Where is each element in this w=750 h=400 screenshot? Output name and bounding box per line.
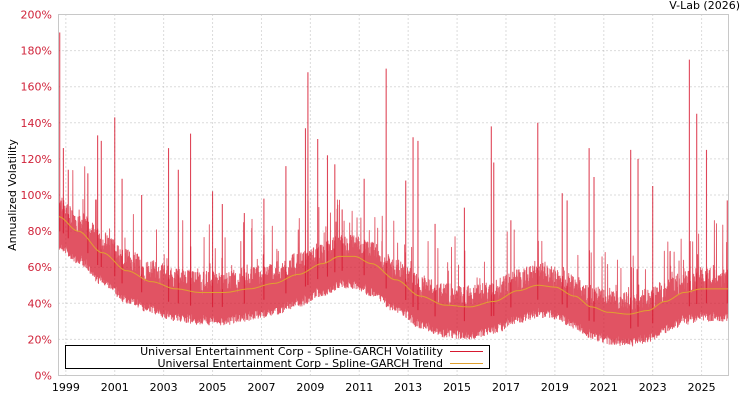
y-tick-label: 40% [28, 297, 52, 310]
y-tick-label: 20% [28, 333, 52, 346]
y-tick-label: 160% [21, 81, 52, 94]
x-tick-label: 1999 [52, 381, 80, 394]
x-tick-label: 2003 [150, 381, 178, 394]
legend: Universal Entertainment Corp - Spline-GA… [65, 345, 490, 370]
x-tick-label: 2015 [443, 381, 471, 394]
trend-series [58, 216, 729, 315]
y-tick-label: 60% [28, 261, 52, 274]
y-tick-label: 140% [21, 117, 52, 130]
x-tick-label: 2011 [345, 381, 373, 394]
x-tick-label: 2025 [688, 381, 716, 394]
x-axis-ticks: 1999 2001 2003 2005 2007 2009 2011 2013 2015 2017… [52, 381, 716, 394]
volatility-series [58, 32, 729, 347]
x-tick-label: 2023 [639, 381, 667, 394]
x-tick-label: 2019 [541, 381, 569, 394]
x-tick-label: 2017 [492, 381, 520, 394]
plot-frame [58, 14, 729, 376]
legend-label-volatility: Universal Entertainment Corp - Spline-GA… [140, 345, 443, 358]
y-axis-label: Annualized Volatility [6, 139, 19, 251]
y-axis-ticks: 0% 20% 40% 60% 80% 100% 120% 140% 160% 180% 200% [21, 9, 52, 383]
credit-text: V-Lab (2026) [669, 0, 740, 12]
legend-box [65, 345, 490, 369]
y-tick-label: 0% [35, 370, 52, 383]
y-tick-label: 80% [28, 225, 52, 238]
y-tick-label: 100% [21, 189, 52, 202]
x-tick-label: 2009 [296, 381, 324, 394]
x-tick-label: 2021 [590, 381, 618, 394]
y-tick-label: 120% [21, 153, 52, 166]
legend-label-trend: Universal Entertainment Corp - Spline-GA… [157, 357, 443, 370]
x-tick-label: 2013 [394, 381, 422, 394]
x-tick-label: 2007 [247, 381, 275, 394]
x-tick-label: 2001 [101, 381, 129, 394]
y-tick-label: 180% [21, 45, 52, 58]
x-tick-label: 2005 [199, 381, 227, 394]
y-tick-label: 200% [21, 9, 52, 22]
